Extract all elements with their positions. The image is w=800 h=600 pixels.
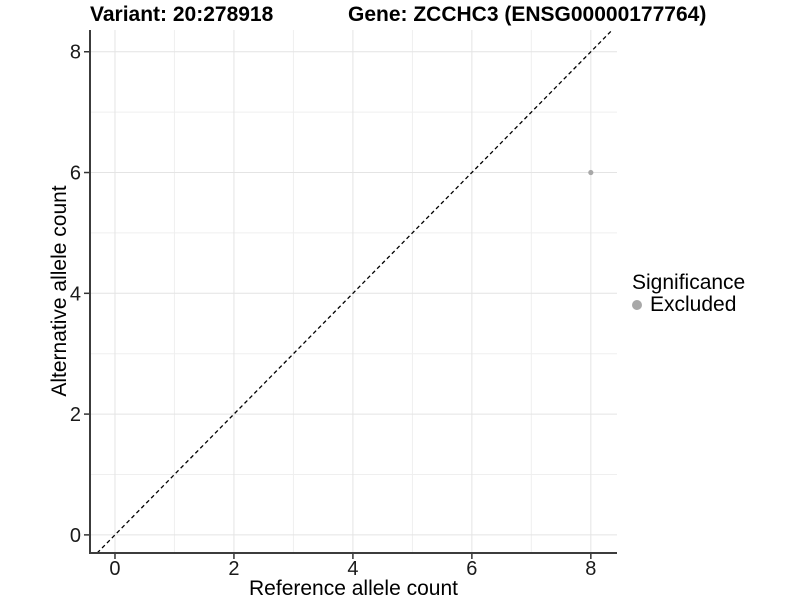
data-point — [588, 169, 594, 176]
x-tick-label: 6 — [466, 558, 477, 580]
y-tick-label: 2 — [70, 404, 81, 426]
y-axis-title: Alternative allele count — [48, 185, 71, 397]
y-tick-label: 0 — [70, 525, 81, 547]
variant-title: Variant: 20:278918 — [90, 3, 274, 26]
legend: Significance Excluded — [632, 272, 745, 315]
x-tick-label: 0 — [109, 558, 120, 580]
identity-line — [96, 29, 613, 554]
legend-point-icon — [632, 300, 642, 310]
gene-title: Gene: ZCCHC3 (ENSG00000177764) — [348, 3, 707, 26]
y-tick-label: 4 — [70, 283, 81, 305]
x-tick-label: 4 — [347, 558, 358, 580]
legend-entry-excluded: Excluded — [632, 293, 745, 316]
legend-title: Significance — [632, 271, 746, 294]
x-tick-label: 8 — [585, 558, 596, 580]
legend-entry-label: Excluded — [650, 293, 737, 316]
y-tick-label: 8 — [70, 42, 81, 64]
y-tick-label: 6 — [70, 163, 81, 185]
x-tick-label: 2 — [228, 558, 239, 580]
x-axis-title: Reference allele count — [249, 577, 458, 600]
